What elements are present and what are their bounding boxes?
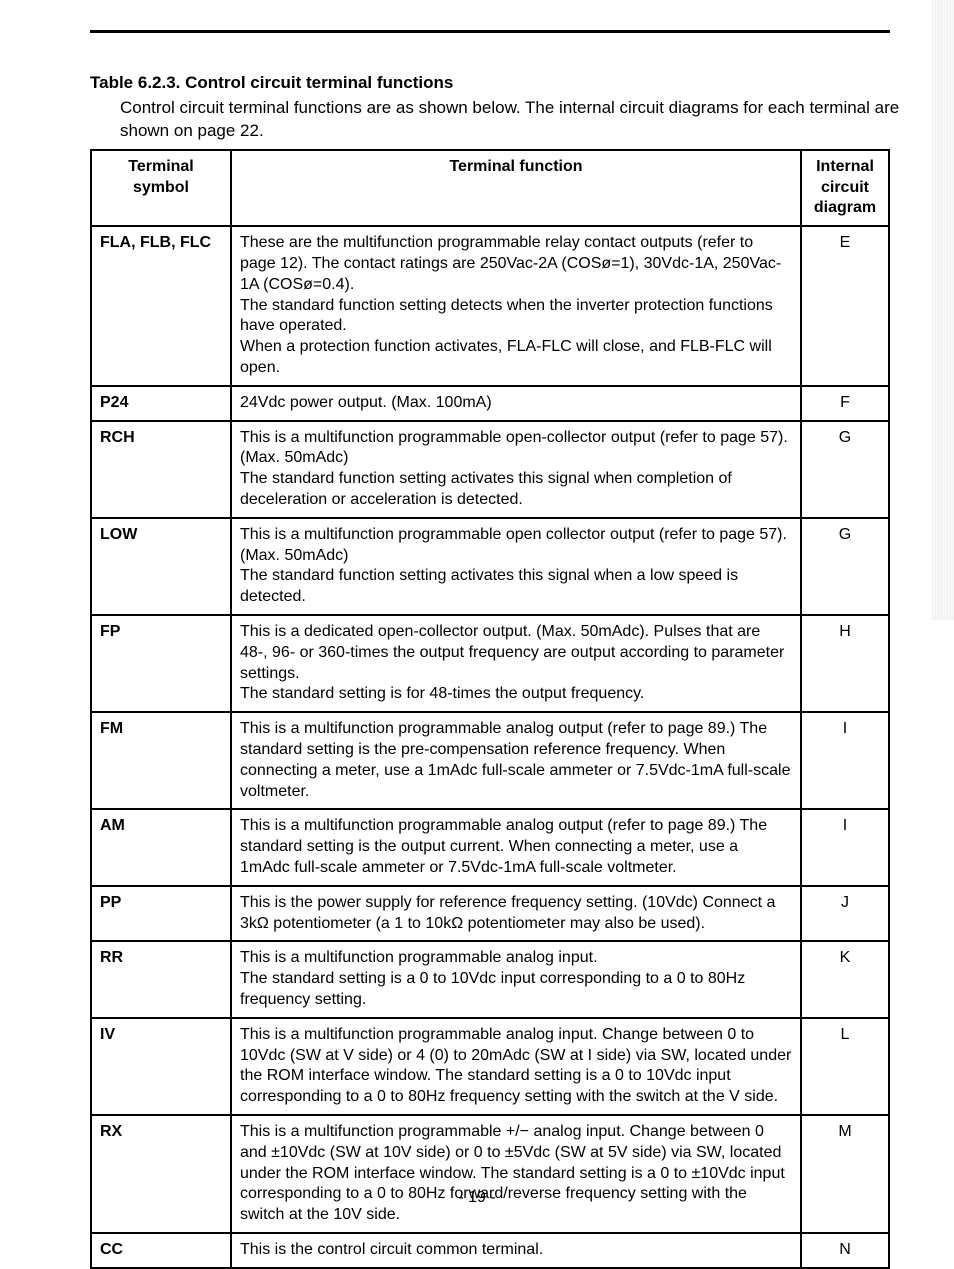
table-row: PPThis is the power supply for reference… [91,886,889,942]
horizontal-rule [90,30,890,33]
cell-diagram: M [801,1115,889,1233]
cell-diagram: I [801,809,889,885]
cell-diagram: N [801,1233,889,1268]
cell-function: This is a dedicated open-collector outpu… [231,615,801,712]
intro-paragraph: Control circuit terminal functions are a… [120,97,910,143]
cell-diagram: G [801,518,889,615]
table-row: FPThis is a dedicated open-collector out… [91,615,889,712]
cell-function: This is a multifunction programmable ana… [231,941,801,1017]
table-row: RXThis is a multifunction programmable +… [91,1115,889,1233]
table-row: RCHThis is a multifunction programmable … [91,421,889,518]
cell-function: This is the control circuit common termi… [231,1233,801,1268]
cell-diagram: J [801,886,889,942]
cell-symbol: AM [91,809,231,885]
cell-function: This is a multifunction programmable ana… [231,809,801,885]
cell-diagram: K [801,941,889,1017]
cell-symbol: IV [91,1018,231,1115]
cell-diagram: E [801,226,889,386]
cell-diagram: I [801,712,889,809]
page-number: - 19 - [0,1189,954,1207]
table-row: FMThis is a multifunction programmable a… [91,712,889,809]
table-title: Table 6.2.3. Control circuit terminal fu… [90,73,914,93]
cell-symbol: RCH [91,421,231,518]
cell-symbol: PP [91,886,231,942]
scan-artifact [932,0,954,620]
table-row: LOWThis is a multifunction programmable … [91,518,889,615]
cell-diagram: F [801,386,889,421]
cell-diagram: G [801,421,889,518]
cell-function: This is a multifunction programmable +/−… [231,1115,801,1233]
cell-symbol: RR [91,941,231,1017]
cell-function: This is a multifunction programmable ope… [231,421,801,518]
cell-symbol: LOW [91,518,231,615]
cell-function: This is the power supply for reference f… [231,886,801,942]
cell-symbol: RX [91,1115,231,1233]
cell-diagram: L [801,1018,889,1115]
cell-function: These are the multifunction programmable… [231,226,801,386]
table-header-row: Terminal symbol Terminal function Intern… [91,150,889,226]
cell-diagram: H [801,615,889,712]
table-row: AMThis is a multifunction programmable a… [91,809,889,885]
cell-symbol: P24 [91,386,231,421]
cell-function: This is a multifunction programmable ana… [231,1018,801,1115]
cell-symbol: FP [91,615,231,712]
cell-symbol: FLA, FLB, FLC [91,226,231,386]
table-row: CCThis is the control circuit common ter… [91,1233,889,1268]
terminal-functions-table: Terminal symbol Terminal function Intern… [90,149,890,1269]
table-row: P2424Vdc power output. (Max. 100mA)F [91,386,889,421]
cell-function: This is a multifunction programmable ope… [231,518,801,615]
cell-function: 24Vdc power output. (Max. 100mA) [231,386,801,421]
table-row: RRThis is a multifunction programmable a… [91,941,889,1017]
cell-function: This is a multifunction programmable ana… [231,712,801,809]
header-function: Terminal function [231,150,801,226]
cell-symbol: FM [91,712,231,809]
table-row: FLA, FLB, FLCThese are the multifunction… [91,226,889,386]
header-diagram: Internal circuit diagram [801,150,889,226]
document-page: Table 6.2.3. Control circuit terminal fu… [0,0,954,1235]
header-symbol: Terminal symbol [91,150,231,226]
table-row: IVThis is a multifunction programmable a… [91,1018,889,1115]
cell-symbol: CC [91,1233,231,1268]
